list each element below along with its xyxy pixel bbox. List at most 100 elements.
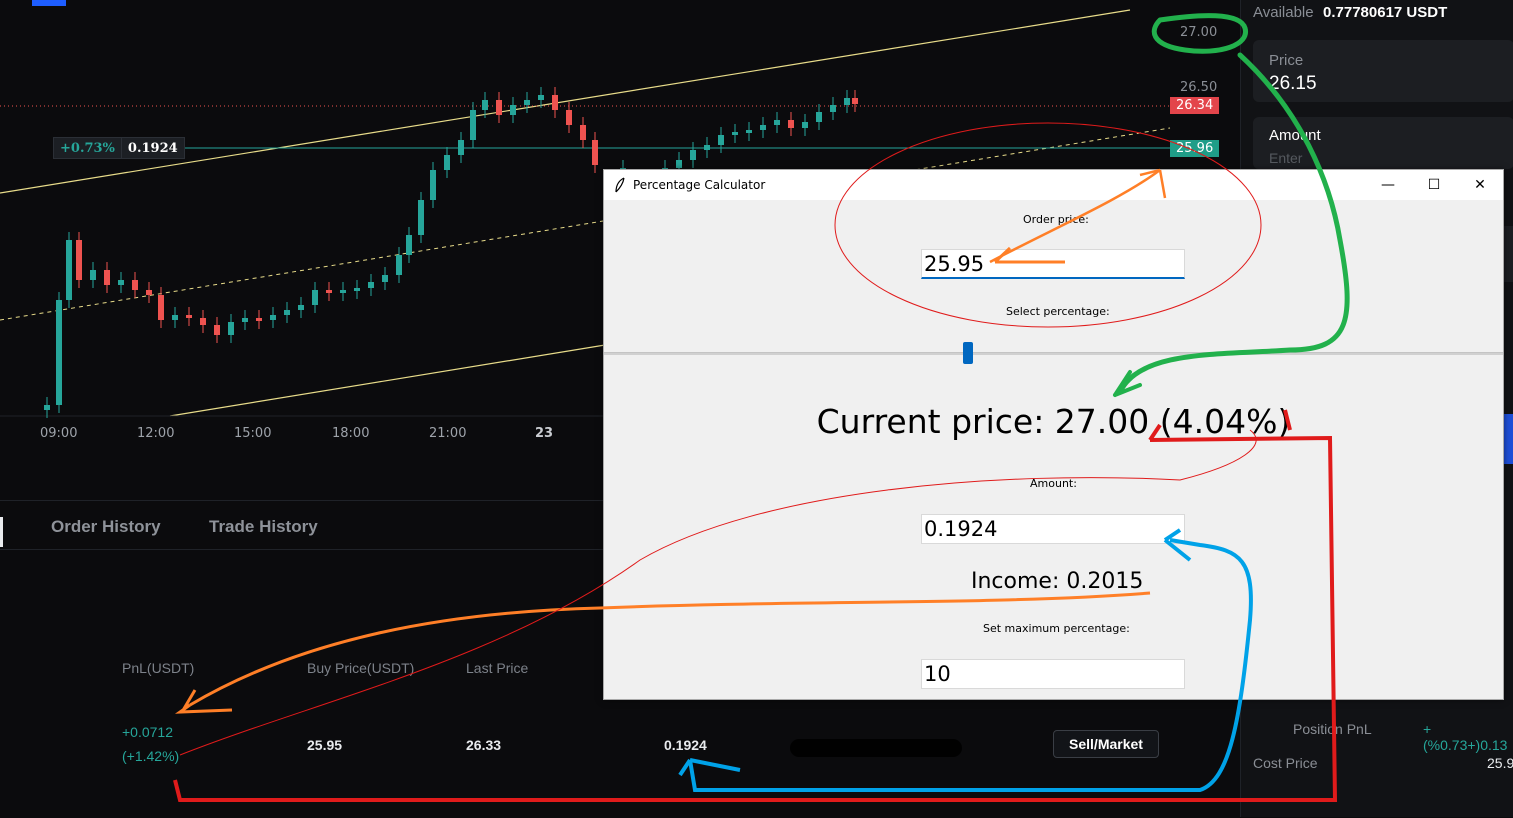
- time-label-day: 23: [535, 426, 554, 441]
- channel-upper-line: [0, 9, 1131, 194]
- candle-body: [158, 295, 164, 320]
- candle-body: [704, 145, 710, 150]
- candle-body: [66, 240, 72, 300]
- amount-placeholder[interactable]: Enter: [1269, 150, 1303, 166]
- row-buy-price: 25.95: [307, 737, 343, 753]
- candle-body: [774, 120, 780, 125]
- candle-body: [470, 110, 476, 140]
- order-price-input[interactable]: [921, 249, 1185, 279]
- candle-body: [458, 140, 464, 155]
- candle-body: [242, 318, 248, 322]
- current-price-readout: Current price: 27.00 (4.04%): [816, 402, 1291, 441]
- column-header-pnl: PnL(USDT): [122, 660, 195, 676]
- candle-body: [186, 315, 192, 318]
- candle-body: [326, 290, 332, 293]
- row-amount: 0.1924: [664, 737, 707, 753]
- redacted-scribble: [790, 739, 962, 757]
- position-pnl-label: Position PnL: [1293, 721, 1372, 737]
- amount-input-box[interactable]: Amount Enter: [1253, 117, 1513, 169]
- candle-body: [312, 290, 318, 305]
- maximize-icon[interactable]: ☐: [1411, 170, 1457, 200]
- candle-body: [44, 405, 50, 410]
- candle-body: [76, 240, 82, 280]
- candle-body: [844, 98, 850, 105]
- candle-body: [746, 130, 752, 133]
- order-price-label: Order price:: [1023, 213, 1089, 226]
- position-label[interactable]: +0.73% 0.1924: [53, 137, 185, 159]
- tab-trade-history[interactable]: Trade History: [209, 517, 318, 536]
- slider-thumb[interactable]: [963, 342, 973, 364]
- candles-group: [44, 87, 858, 418]
- candle-body: [482, 100, 488, 110]
- candle-body: [676, 160, 682, 168]
- candle-body: [256, 318, 262, 321]
- time-label: 15:00: [234, 426, 272, 441]
- time-label: 09:00: [40, 426, 78, 441]
- slider-track[interactable]: [604, 352, 1503, 355]
- price-axis-label-26-50: 26.50: [1180, 80, 1218, 95]
- last-price-tag: 26.34: [1170, 97, 1220, 114]
- candle-body: [524, 100, 530, 105]
- minimize-icon[interactable]: —: [1365, 170, 1411, 200]
- cost-price-label: Cost Price: [1253, 755, 1318, 771]
- amount-input[interactable]: [921, 514, 1185, 544]
- candle-body: [760, 125, 766, 130]
- candle-body: [146, 290, 152, 295]
- time-label: 21:00: [429, 426, 467, 441]
- available-value: 0.77780617 USDT: [1323, 4, 1448, 21]
- time-label: 18:00: [332, 426, 370, 441]
- max-percentage-input[interactable]: [921, 659, 1185, 689]
- active-tab-edge: [0, 517, 3, 547]
- channel-lower-line: [169, 344, 606, 417]
- candle-body: [830, 105, 836, 112]
- tab-order-history[interactable]: Order History: [51, 517, 161, 536]
- column-header-last-price: Last Price: [466, 660, 529, 676]
- candle-body: [132, 280, 138, 290]
- candle-body: [284, 310, 290, 315]
- percentage-slider[interactable]: [604, 342, 1503, 364]
- candle-body: [732, 132, 738, 135]
- percentage-calculator-window[interactable]: Percentage Calculator — ☐ ✕ Order price:…: [603, 169, 1504, 700]
- candle-body: [690, 150, 696, 160]
- cost-price-value: 25.9: [1487, 755, 1513, 771]
- position-price-tag: 25.96: [1170, 140, 1220, 157]
- price-axis-label-27: 27.00: [1180, 25, 1218, 40]
- chart-top-indicator: [32, 0, 66, 6]
- candle-body: [382, 275, 388, 282]
- feather-icon: [615, 177, 625, 193]
- sell-market-button[interactable]: Sell/Market: [1053, 730, 1159, 758]
- candle-body: [552, 95, 558, 110]
- candle-body: [340, 290, 346, 293]
- price-value[interactable]: 26.15: [1269, 73, 1317, 94]
- candle-body: [538, 95, 544, 100]
- row-pnl-percent: (+1.42%): [122, 748, 180, 764]
- candle-body: [852, 98, 858, 104]
- window-title: Percentage Calculator: [633, 178, 766, 192]
- available-label: Available: [1253, 4, 1314, 21]
- price-input-box[interactable]: Price 26.15: [1253, 40, 1513, 102]
- candle-body: [430, 170, 436, 200]
- candlestick-chart[interactable]: [0, 0, 1240, 495]
- close-icon[interactable]: ✕: [1457, 170, 1503, 200]
- panel-edge-block: [1503, 226, 1513, 282]
- candle-body: [816, 112, 822, 122]
- candle-body: [496, 100, 502, 115]
- candle-body: [566, 110, 572, 125]
- price-label: Price: [1269, 52, 1304, 69]
- window-titlebar[interactable]: Percentage Calculator — ☐ ✕: [604, 170, 1503, 200]
- column-header-buy-price: Buy Price(USDT): [307, 660, 415, 676]
- candle-body: [200, 318, 206, 325]
- candle-body: [788, 120, 794, 128]
- candle-body: [580, 125, 586, 140]
- candle-body: [118, 280, 124, 285]
- candle-body: [802, 122, 808, 128]
- position-pnl-percent: +0.73%: [53, 137, 122, 159]
- row-last-price: 26.33: [466, 737, 502, 753]
- candle-body: [718, 135, 724, 145]
- select-percentage-label: Select percentage:: [1006, 305, 1110, 318]
- max-percentage-label: Set maximum percentage:: [983, 622, 1130, 635]
- candle-body: [56, 300, 62, 405]
- candle-body: [104, 270, 110, 285]
- panel-edge-button[interactable]: [1503, 414, 1513, 464]
- candle-body: [510, 105, 516, 115]
